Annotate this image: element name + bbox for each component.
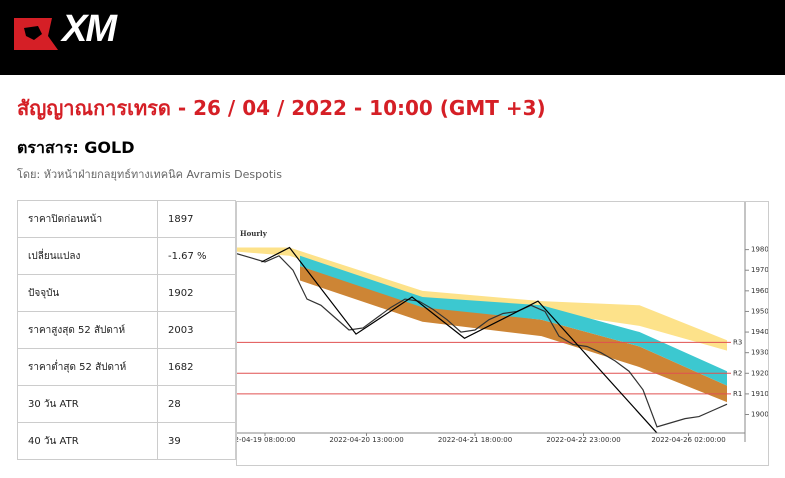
y-tick-label: 1940 [751, 328, 769, 336]
title: สัญญาณการเทรด - 26 / 04 / 2022 - 10:00 (… [17, 96, 546, 120]
table-row: ราคาสูงสุด 52 สัปดาห์ 2003 [17, 311, 236, 349]
logo: XM [62, 8, 117, 50]
label-cell: 30 วัน ATR [17, 385, 158, 423]
x-tick-label: 2-04-19 08:00:00 [236, 436, 295, 444]
y-tick-label: 1980 [751, 246, 769, 254]
table-row: 30 วัน ATR 28 [17, 385, 236, 423]
chart: Hourly R1 R2 R3 1900 1910 1920 1930 1940 1950 1960… [236, 201, 769, 466]
label-cell: 40 วัน ATR [17, 422, 158, 460]
y-tick-label: 1910 [751, 390, 769, 398]
y-tick-label: 1930 [751, 349, 769, 357]
value-cell: 1897 [157, 200, 236, 238]
level-label: R2 [733, 369, 742, 377]
y-tick-label: 1900 [751, 411, 769, 419]
table-row: 40 วัน ATR 39 [17, 422, 236, 460]
value-cell: 1682 [157, 348, 236, 386]
y-tick-label: 1920 [751, 369, 769, 377]
chart-label: Hourly [240, 229, 268, 238]
table-row: ราคาปิดก่อนหน้า 1897 [17, 200, 236, 238]
band [237, 247, 727, 351]
value-cell: -1.67 % [157, 237, 236, 275]
value-cell: 39 [157, 422, 236, 460]
y-tick-label: 1970 [751, 266, 769, 274]
label-cell: ราคาปิดก่อนหน้า [17, 200, 158, 238]
instrument: ตราสาร: GOLD [17, 138, 135, 157]
table-row: เปลี่ยนแปลง -1.67 % [17, 237, 236, 275]
y-tick-label: 1950 [751, 307, 769, 315]
author: โดย: หัวหน้าฝ่ายกลยุทธ์ทางเทคนิค Avramis… [17, 168, 282, 181]
value-cell: 28 [157, 385, 236, 423]
stats-table: ราคาปิดก่อนหน้า 1897 เปลี่ยนแปลง -1.67 % ปัจ… [17, 200, 236, 460]
price-line [237, 253, 728, 428]
table-row: ราคาต่ำสุด 52 สัปดาห์ 1682 [17, 348, 236, 386]
label-cell: ปัจจุบัน [17, 274, 158, 312]
level-label: R3 [733, 338, 742, 346]
label-cell: ราคาสูงสุด 52 สัปดาห์ [17, 311, 158, 349]
logo-icon [14, 18, 58, 50]
price-line [261, 246, 658, 434]
x-tick-label: 2022-04-20 13:00:00 [329, 436, 403, 444]
label-cell: เปลี่ยนแปลง [17, 237, 158, 275]
x-tick-label: 2022-04-26 02:00:00 [651, 436, 725, 444]
label-cell: ราคาต่ำสุด 52 สัปดาห์ [17, 348, 158, 386]
header: XM [0, 0, 785, 75]
level-label: R1 [733, 390, 742, 398]
table-row: ปัจจุบัน 1902 [17, 274, 236, 312]
y-tick-label: 1960 [751, 287, 769, 295]
x-tick-label: 2022-04-21 18:00:00 [438, 436, 512, 444]
value-cell: 1902 [157, 274, 236, 312]
x-tick-label: 2022-04-22 23:00:00 [546, 436, 620, 444]
value-cell: 2003 [157, 311, 236, 349]
